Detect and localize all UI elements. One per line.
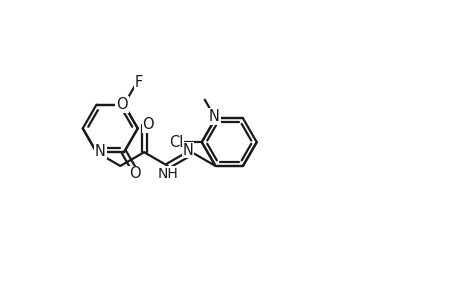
Text: NH: NH xyxy=(157,167,178,181)
Text: N: N xyxy=(182,143,193,158)
Text: O: O xyxy=(129,167,140,182)
Text: O: O xyxy=(116,97,128,112)
Text: N: N xyxy=(209,109,219,124)
Text: N: N xyxy=(95,144,106,159)
Text: O: O xyxy=(142,117,153,132)
Text: F: F xyxy=(134,76,143,91)
Text: Cl: Cl xyxy=(169,135,183,150)
